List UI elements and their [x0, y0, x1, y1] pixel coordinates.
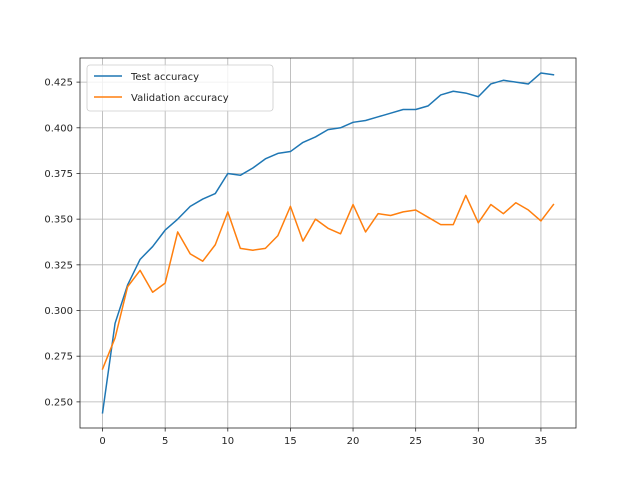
- x-tick-label: 0: [99, 436, 105, 447]
- series-lines: [101, 72, 555, 414]
- y-tick-label: 0.325: [44, 260, 73, 271]
- plot-frame: [79, 57, 577, 429]
- x-tick-label: 5: [162, 436, 168, 447]
- x-tick-label: 35: [535, 436, 548, 447]
- x-tick-label: 15: [284, 436, 297, 447]
- legend-label: Validation accuracy: [131, 93, 229, 104]
- x-axis: 0 5 10 15 20 25 30 35: [99, 428, 547, 447]
- x-tick-label: 30: [472, 436, 485, 447]
- grid: [80, 58, 576, 428]
- x-tick-label: 25: [409, 436, 422, 447]
- legend-label: Test accuracy: [130, 72, 199, 83]
- y-tick-label: 0.400: [44, 123, 73, 134]
- y-tick-label: 0.350: [44, 215, 73, 226]
- series-line-1: [101, 194, 555, 370]
- y-tick-label: 0.300: [44, 306, 73, 317]
- x-tick-label: 10: [221, 436, 234, 447]
- y-tick-label: 0.250: [44, 397, 73, 408]
- series-line-0: [101, 72, 555, 414]
- legend-box: [86, 64, 274, 112]
- x-tick-label: 20: [347, 436, 360, 447]
- y-axis: 0.250 0.275 0.300 0.325 0.350 0.375 0.400 0.425: [44, 78, 80, 408]
- y-tick-label: 0.375: [44, 169, 73, 180]
- y-tick-label: 0.425: [44, 78, 73, 89]
- legend: Test accuracy Validation accuracy: [86, 64, 274, 112]
- y-tick-label: 0.275: [44, 352, 73, 363]
